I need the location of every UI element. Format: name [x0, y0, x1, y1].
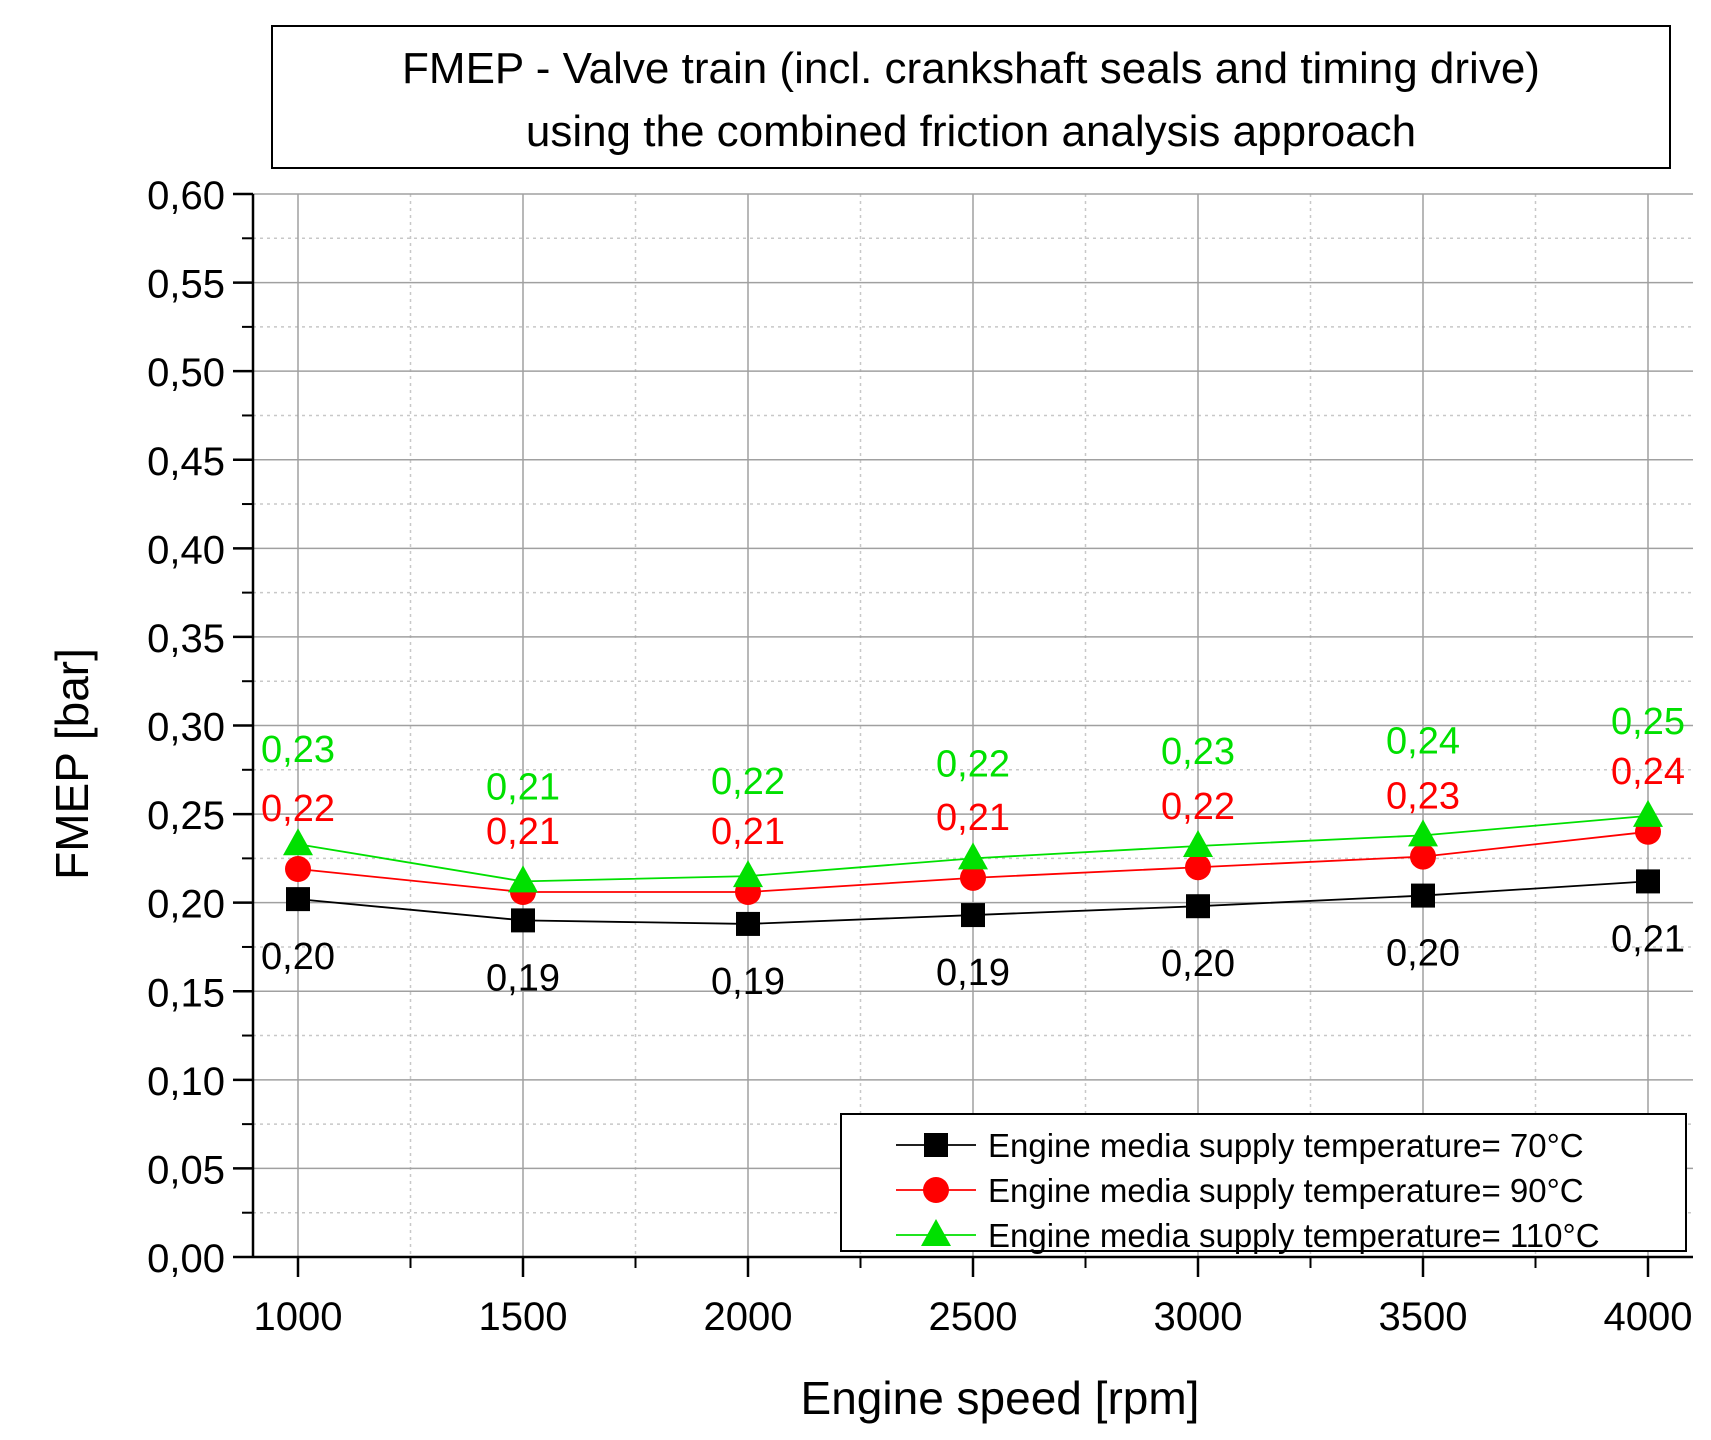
- data-label-s2-6: 0,25: [1611, 701, 1685, 743]
- data-label-s0-1: 0,19: [486, 957, 560, 999]
- data-label-s0-6: 0,21: [1611, 918, 1685, 960]
- y-tick-label: 0,00: [147, 1237, 225, 1281]
- data-point-s0-0: [286, 887, 310, 912]
- axes: 0,00 0,05 0,10 0,15 0,20 0,25 0,30 0,35 0,40 0,45…: [147, 174, 1693, 1339]
- data-point-s2-2: [733, 860, 763, 888]
- data-label-s0-5: 0,20: [1386, 933, 1460, 975]
- x-tick-label: 1000: [254, 1295, 343, 1339]
- legend-label-1: Engine media supply temperature= 90°C: [988, 1172, 1584, 1209]
- data-label-s0-4: 0,20: [1161, 943, 1235, 985]
- y-tick-label: 0,30: [147, 706, 225, 750]
- legend-marker-2: [921, 1219, 951, 1246]
- data-point-s2-6: [1633, 799, 1663, 827]
- y-tick-label: 0,20: [147, 883, 225, 927]
- data-label-s1-3: 0,21: [936, 797, 1010, 839]
- data-label-s1-0: 0,22: [261, 788, 335, 830]
- data-label-s2-2: 0,22: [711, 761, 785, 803]
- data-point-s2-3: [958, 842, 988, 870]
- chart-title-line-1: FMEP - Valve train (incl. crankshaft sea…: [402, 44, 1540, 93]
- chart-title-line-2: using the combined friction analysis app…: [526, 107, 1416, 156]
- data-label-s2-5: 0,24: [1386, 720, 1460, 762]
- x-tick-label: 3000: [1154, 1295, 1243, 1339]
- data-point-s2-4: [1183, 829, 1213, 857]
- y-tick-label: 0,40: [147, 528, 225, 572]
- y-tick-label: 0,25: [147, 794, 225, 838]
- x-tick-label: 4000: [1604, 1295, 1693, 1339]
- data-point-s0-1: [511, 908, 535, 933]
- data-labels: 0,200,19 0,19 0,19 0,20 0,20 0,210,220,21 0,21…: [261, 701, 1685, 1003]
- x-tick-label: 2500: [929, 1295, 1018, 1339]
- legend-marker-1: [923, 1177, 949, 1203]
- y-tick-label: 0,60: [147, 174, 225, 218]
- data-point-s1-0: [285, 856, 311, 883]
- data-label-s0-3: 0,19: [936, 952, 1010, 994]
- y-tick-label: 0,50: [147, 351, 225, 395]
- series-layer: [283, 799, 1663, 936]
- data-label-s1-5: 0,23: [1386, 776, 1460, 818]
- data-point-s2-1: [508, 865, 538, 893]
- data-point-s0-5: [1411, 883, 1435, 908]
- grid: [253, 193, 1693, 1257]
- data-point-s1-4: [1185, 854, 1211, 881]
- legend-marker-0: [924, 1133, 948, 1157]
- data-point-s2-0: [283, 828, 313, 856]
- data-point-s1-5: [1410, 843, 1436, 870]
- data-label-s0-0: 0,20: [261, 936, 335, 978]
- y-tick-label: 0,55: [147, 263, 225, 307]
- data-label-s2-3: 0,22: [936, 743, 1010, 785]
- data-label-s2-0: 0,23: [261, 729, 335, 771]
- y-tick-label: 0,15: [147, 971, 225, 1015]
- data-point-s0-3: [961, 903, 985, 928]
- data-label-s2-1: 0,21: [486, 766, 560, 808]
- data-label-s1-2: 0,21: [711, 811, 785, 853]
- y-tick-label: 0,05: [147, 1148, 225, 1192]
- data-point-s0-6: [1636, 869, 1660, 894]
- legend-label-0: Engine media supply temperature= 70°C: [988, 1127, 1584, 1164]
- data-point-s0-2: [736, 911, 760, 936]
- legend-label-2: Engine media supply temperature= 110°C: [988, 1217, 1600, 1254]
- title-box: [271, 25, 1671, 169]
- x-tick-label: 1500: [479, 1295, 568, 1339]
- data-label-s2-4: 0,23: [1161, 731, 1235, 773]
- data-point-s0-4: [1186, 894, 1210, 919]
- legend-box: [840, 1113, 1687, 1252]
- data-label-s1-4: 0,22: [1161, 786, 1235, 828]
- legend: Engine media supply temperature= 70°C Eng…: [840, 1113, 1687, 1254]
- data-label-s1-1: 0,21: [486, 811, 560, 853]
- data-label-s1-6: 0,24: [1611, 751, 1685, 793]
- x-tick-label: 2000: [704, 1295, 793, 1339]
- x-tick-label: 3500: [1379, 1295, 1468, 1339]
- y-tick-label: 0,10: [147, 1060, 225, 1104]
- y-axis-label: FMEP [bar]: [46, 648, 98, 880]
- data-point-s2-5: [1408, 819, 1438, 847]
- y-tick-label: 0,35: [147, 617, 225, 661]
- x-axis-label: Engine speed [rpm]: [801, 1372, 1200, 1424]
- data-label-s0-2: 0,19: [711, 961, 785, 1003]
- data-point-s1-3: [960, 864, 986, 891]
- y-tick-label: 0,45: [147, 440, 225, 484]
